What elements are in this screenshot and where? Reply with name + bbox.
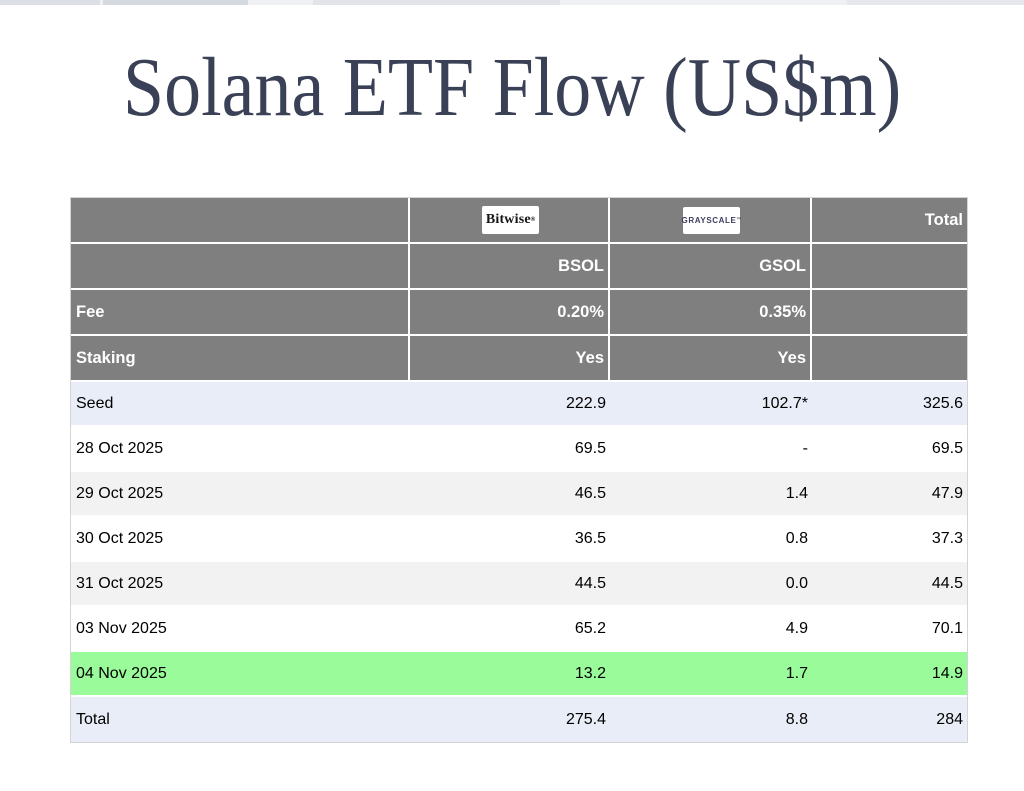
gsol-ticker: GSOL [610, 244, 812, 290]
total-value: 44.5 [812, 562, 967, 607]
row-label: 29 Oct 2025 [71, 472, 410, 517]
bsol-value: 44.5 [410, 562, 610, 607]
table-row-total: Total 275.4 8.8 284 [71, 697, 967, 742]
empty-header-cell [812, 290, 967, 336]
gsol-value: 4.9 [610, 607, 812, 652]
grayscale-logo-text: GRAYSCALE [681, 215, 737, 225]
browser-chrome-segment [313, 0, 560, 5]
bsol-value: 275.4 [410, 697, 610, 742]
bsol-value: 222.9 [410, 382, 610, 427]
browser-chrome-segment [103, 0, 248, 5]
total-value: 325.6 [812, 382, 967, 427]
etf-flow-table-grid: Bitwise ® GRAYSCALE ™ Total BSOL GSOL Fee [71, 198, 967, 742]
staking-gsol: Yes [610, 336, 812, 382]
browser-chrome-segment [847, 0, 1024, 5]
total-value: 14.9 [812, 652, 967, 697]
row-label: 28 Oct 2025 [71, 427, 410, 472]
table-row-29-oct: 29 Oct 2025 46.5 1.4 47.9 [71, 472, 967, 517]
gsol-value: 0.0 [610, 562, 812, 607]
bsol-value: 13.2 [410, 652, 610, 697]
grayscale-logo: GRAYSCALE ™ [681, 206, 742, 234]
table-row-seed: Seed 222.9 102.7* 325.6 [71, 382, 967, 427]
gsol-value: 1.7 [610, 652, 812, 697]
page-title-text: Solana ETF Flow (US$m) [122, 41, 902, 134]
total-value: 47.9 [812, 472, 967, 517]
staking-label: Staking [71, 336, 410, 382]
grayscale-trademark: ™ [736, 217, 742, 223]
total-value: 37.3 [812, 517, 967, 562]
issuer-logo-row: Bitwise ® GRAYSCALE ™ Total [71, 198, 967, 244]
fee-label: Fee [71, 290, 410, 336]
gsol-value: 8.8 [610, 697, 812, 742]
bsol-value: 46.5 [410, 472, 610, 517]
table-row-30-oct: 30 Oct 2025 36.5 0.8 37.3 [71, 517, 967, 562]
gsol-value: 0.8 [610, 517, 812, 562]
row-label: 03 Nov 2025 [71, 607, 410, 652]
grayscale-logo-cell: GRAYSCALE ™ [610, 198, 812, 244]
total-value: 70.1 [812, 607, 967, 652]
bitwise-logo: Bitwise ® [482, 206, 539, 234]
table-row-04-nov-highlighted: 04 Nov 2025 13.2 1.7 14.9 [71, 652, 967, 697]
bsol-ticker: BSOL [410, 244, 610, 290]
etf-flow-table: Bitwise ® GRAYSCALE ™ Total BSOL GSOL Fee [70, 197, 968, 743]
bsol-value: 36.5 [410, 517, 610, 562]
browser-chrome-edge [0, 0, 1024, 5]
bsol-value: 69.5 [410, 427, 610, 472]
total-column-header: Total [812, 198, 967, 244]
fee-bsol: 0.20% [410, 290, 610, 336]
gsol-value: - [610, 427, 812, 472]
empty-header-cell [71, 244, 410, 290]
browser-chrome-segment [0, 0, 100, 5]
fee-row: Fee 0.20% 0.35% [71, 290, 967, 336]
total-value: 69.5 [812, 427, 967, 472]
page-title: Solana ETF Flow (US$m) [0, 41, 1024, 134]
bitwise-logo-text: Bitwise [485, 212, 531, 227]
row-label: Total [71, 697, 410, 742]
row-label: 30 Oct 2025 [71, 517, 410, 562]
empty-header-cell [71, 198, 410, 244]
gsol-value: 1.4 [610, 472, 812, 517]
table-row-31-oct: 31 Oct 2025 44.5 0.0 44.5 [71, 562, 967, 607]
ticker-row: BSOL GSOL [71, 244, 967, 290]
bitwise-logo-cell: Bitwise ® [410, 198, 610, 244]
empty-header-cell [812, 244, 967, 290]
total-value: 284 [812, 697, 967, 742]
bsol-value: 65.2 [410, 607, 610, 652]
fee-gsol: 0.35% [610, 290, 812, 336]
staking-bsol: Yes [410, 336, 610, 382]
row-label: 04 Nov 2025 [71, 652, 410, 697]
row-label: 31 Oct 2025 [71, 562, 410, 607]
gsol-value: 102.7* [610, 382, 812, 427]
table-row-03-nov: 03 Nov 2025 65.2 4.9 70.1 [71, 607, 967, 652]
table-row-28-oct: 28 Oct 2025 69.5 - 69.5 [71, 427, 967, 472]
bitwise-registered-mark: ® [530, 217, 536, 223]
empty-header-cell [812, 336, 967, 382]
staking-row: Staking Yes Yes [71, 336, 967, 382]
row-label: Seed [71, 382, 410, 427]
